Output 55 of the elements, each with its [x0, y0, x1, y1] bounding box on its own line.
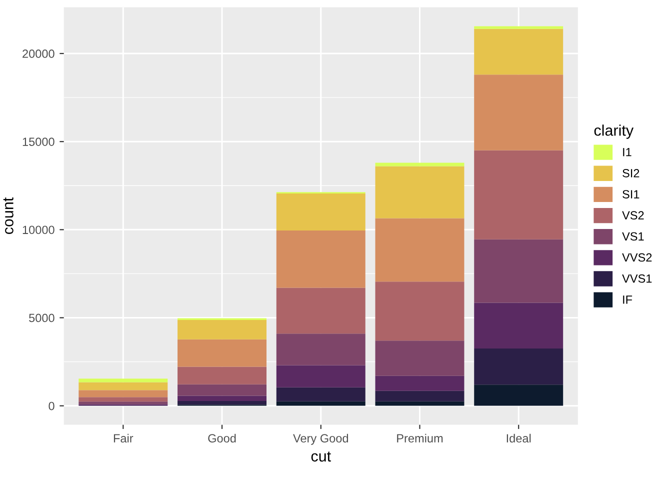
bar [78, 390, 168, 398]
legend-label: SI2 [622, 169, 640, 178]
bar [78, 378, 168, 382]
bar [276, 230, 366, 288]
bar [474, 384, 564, 406]
legend-label: VS2 [622, 211, 644, 220]
x-tick-label: Ideal [506, 434, 531, 442]
legend-label: SI1 [622, 190, 640, 198]
bar [375, 166, 464, 218]
bar [375, 282, 464, 341]
bar [276, 401, 366, 406]
bar [474, 74, 564, 150]
bar [276, 194, 366, 231]
legend-title: clarity [594, 124, 634, 139]
bar [375, 390, 464, 402]
legend-label: VVS1 [622, 274, 652, 283]
y-tick-label: 0 [48, 402, 54, 410]
bar [474, 150, 564, 240]
bar [178, 396, 267, 402]
x-axis-title: cut [311, 452, 331, 462]
bar [375, 340, 464, 376]
x-tick-label: Premium [397, 434, 443, 442]
bar [375, 376, 464, 391]
x-tick-label: Good [208, 434, 236, 442]
bar [178, 366, 267, 384]
bar [375, 401, 464, 406]
legend-label: I1 [623, 148, 632, 156]
y-tick-label: 10000 [22, 226, 54, 234]
bar [474, 239, 564, 303]
y-axis-title: count [3, 197, 14, 234]
bar [276, 334, 366, 366]
y-tick-label: 5000 [29, 314, 54, 322]
bar [78, 402, 168, 404]
bar [276, 365, 366, 388]
bar [178, 384, 267, 396]
bar [474, 26, 564, 29]
bar [78, 397, 168, 402]
legend-label: VVS2 [622, 253, 652, 262]
bar [375, 162, 464, 166]
bar [78, 382, 168, 390]
y-tick-label: 20000 [22, 50, 54, 58]
bar [375, 218, 464, 282]
bar [474, 348, 564, 385]
y-tick-label: 15000 [22, 138, 54, 146]
bar [178, 401, 267, 405]
bar [474, 28, 564, 75]
bar [178, 339, 267, 367]
bar [276, 387, 366, 402]
bar [474, 302, 564, 349]
x-tick-label: Fair [114, 434, 134, 442]
legend-label: IF [623, 296, 632, 304]
bar [178, 320, 267, 340]
legend-label: VS1 [622, 232, 644, 241]
bar [276, 288, 366, 334]
x-tick-label: Very Good [293, 434, 348, 445]
